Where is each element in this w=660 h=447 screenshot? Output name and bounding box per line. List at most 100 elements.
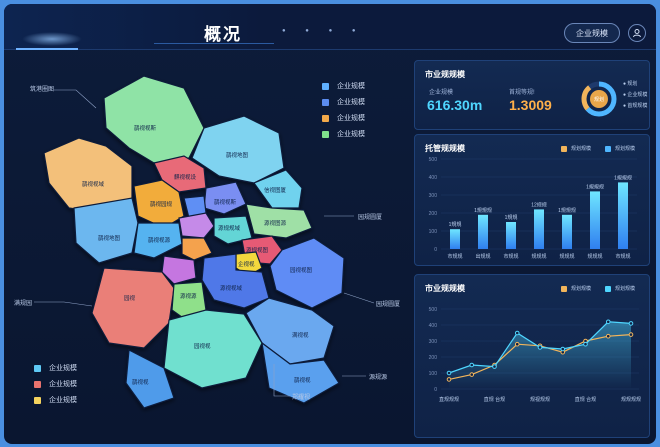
region-r11[interactable]: [245, 203, 313, 239]
legend-swatch: [34, 364, 41, 372]
line-panel-title: 市业规规模: [425, 284, 465, 293]
legend-swatch: [322, 82, 329, 90]
bar[interactable]: [450, 229, 460, 249]
legend-swatch: [561, 145, 567, 152]
legend-item[interactable]: 企业规模: [322, 126, 365, 142]
region-r14[interactable]: [181, 237, 213, 261]
region-label: 园视视图: [290, 266, 313, 274]
region-r2[interactable]: [191, 115, 285, 184]
region-r22[interactable]: [245, 297, 335, 365]
series-point[interactable]: [537, 345, 543, 350]
legend-label: 企业规模: [49, 381, 77, 388]
bar[interactable]: [478, 214, 488, 249]
y-tick-label: 100: [429, 229, 438, 235]
region-r24[interactable]: [261, 341, 340, 404]
kpi2-value: 1.3009: [509, 97, 552, 113]
series-point[interactable]: [492, 364, 497, 369]
bar-value-label: 1規規: [449, 221, 462, 228]
y-tick-label: 200: [429, 211, 438, 217]
region-label: 鹊视视斯: [134, 124, 157, 132]
y-tick-label: 100: [429, 371, 438, 377]
region-map: 鹊视视斯 鹊视地图 鹊视视域 信视图厦 麒视视设 鹊视园规 鹊视视斯 鹊视地图 …: [14, 58, 408, 438]
x-tick-label: 规规规: [559, 253, 574, 260]
region-label: 鹊视视域: [82, 180, 105, 188]
bar[interactable]: [618, 182, 628, 249]
region-r10[interactable]: [178, 212, 215, 239]
bar-value-label: 1規規规: [558, 207, 576, 214]
legend-item[interactable]: 企业规模: [322, 94, 365, 110]
region-r9[interactable]: [73, 197, 139, 264]
map-callout: 园规圆厦: [376, 302, 401, 308]
series-point[interactable]: [446, 377, 452, 382]
donut-chart: 规划: [581, 81, 617, 117]
bar-legend-item[interactable]: 规划规模: [561, 145, 591, 152]
y-tick-label: 300: [429, 193, 438, 199]
legend-item[interactable]: 企业规模: [34, 392, 77, 408]
region-r1[interactable]: [103, 75, 205, 164]
legend-label: 企业规模: [337, 131, 365, 138]
region-label: 源规规域: [218, 224, 241, 232]
region-r18[interactable]: [161, 255, 197, 285]
region-r7[interactable]: [203, 181, 247, 215]
kpi-panel: 市业规规模 企业规模 616.30m 首规等规! 1.3009 规划 ● 规划 …: [414, 60, 650, 130]
series-point[interactable]: [469, 362, 475, 368]
region-label: 满视视: [292, 331, 309, 339]
series-point[interactable]: [628, 332, 634, 337]
region-label: 源视图源: [264, 219, 287, 227]
legend-swatch: [322, 98, 329, 106]
donut-legend-item: ● 规划: [623, 81, 638, 87]
legend-swatch: [322, 130, 329, 138]
y-tick-label: 400: [429, 175, 438, 181]
region-label: 麒视视设: [174, 173, 197, 181]
series-point[interactable]: [469, 372, 475, 377]
legend-label: 企业规模: [337, 115, 365, 122]
region-r12[interactable]: [213, 215, 253, 245]
region-r6[interactable]: [133, 179, 185, 229]
series-point[interactable]: [628, 321, 634, 326]
user-button[interactable]: [628, 24, 646, 42]
x-tick-label: 规规规: [531, 253, 546, 260]
dashboard: 概况 ● ● ● ● 企业规模: [4, 4, 656, 444]
bar[interactable]: [534, 209, 544, 249]
region-r13[interactable]: [133, 222, 183, 259]
bar[interactable]: [506, 222, 516, 249]
region-label: 信视图厦: [264, 186, 287, 194]
series-point[interactable]: [446, 370, 452, 376]
line-legend-item[interactable]: 规划规模: [561, 285, 591, 292]
region-r17[interactable]: [269, 237, 345, 309]
x-tick-label: 直规 台规: [484, 396, 505, 403]
region-r23[interactable]: [163, 309, 263, 389]
bar-value-label: 1規規: [505, 214, 518, 221]
page-dots[interactable]: ● ● ● ●: [282, 28, 365, 34]
donut-legend-item: ● 首规规模: [623, 103, 648, 109]
bar[interactable]: [562, 214, 572, 249]
legend-swatch: [561, 285, 567, 292]
user-icon: [633, 29, 641, 38]
region-r25[interactable]: [125, 349, 175, 409]
legend-item[interactable]: 企业规模: [34, 376, 77, 392]
bar[interactable]: [590, 191, 600, 249]
series-point[interactable]: [514, 330, 520, 336]
series-point[interactable]: [560, 346, 566, 352]
series-point[interactable]: [605, 333, 611, 339]
bar-value-label: 12规规: [531, 201, 547, 208]
page-title: 概况: [204, 25, 242, 44]
series-point[interactable]: [514, 341, 520, 347]
legend-item[interactable]: 企业规模: [34, 360, 77, 376]
scale-button[interactable]: 企业规模: [564, 23, 620, 43]
donut-arc-blue: [581, 81, 617, 117]
x-tick-label: 规视规规: [530, 396, 550, 403]
region-r4[interactable]: [253, 169, 303, 209]
donut-center: [590, 90, 608, 108]
y-tick-label: 0: [434, 247, 437, 253]
series-point[interactable]: [605, 319, 611, 325]
legend-item[interactable]: 企业规模: [322, 110, 365, 126]
x-tick-label: 直规规规: [439, 396, 459, 403]
legend-item[interactable]: 企业规模: [322, 78, 365, 94]
bar-legend-item[interactable]: 规划规模: [605, 145, 635, 152]
series-point[interactable]: [583, 341, 588, 347]
line-legend-item[interactable]: 规划规模: [605, 285, 635, 292]
region-label: 鹊视视斯: [214, 198, 237, 206]
bar-panel-title: 托管规规模: [425, 144, 465, 153]
region-r20[interactable]: [91, 267, 175, 349]
